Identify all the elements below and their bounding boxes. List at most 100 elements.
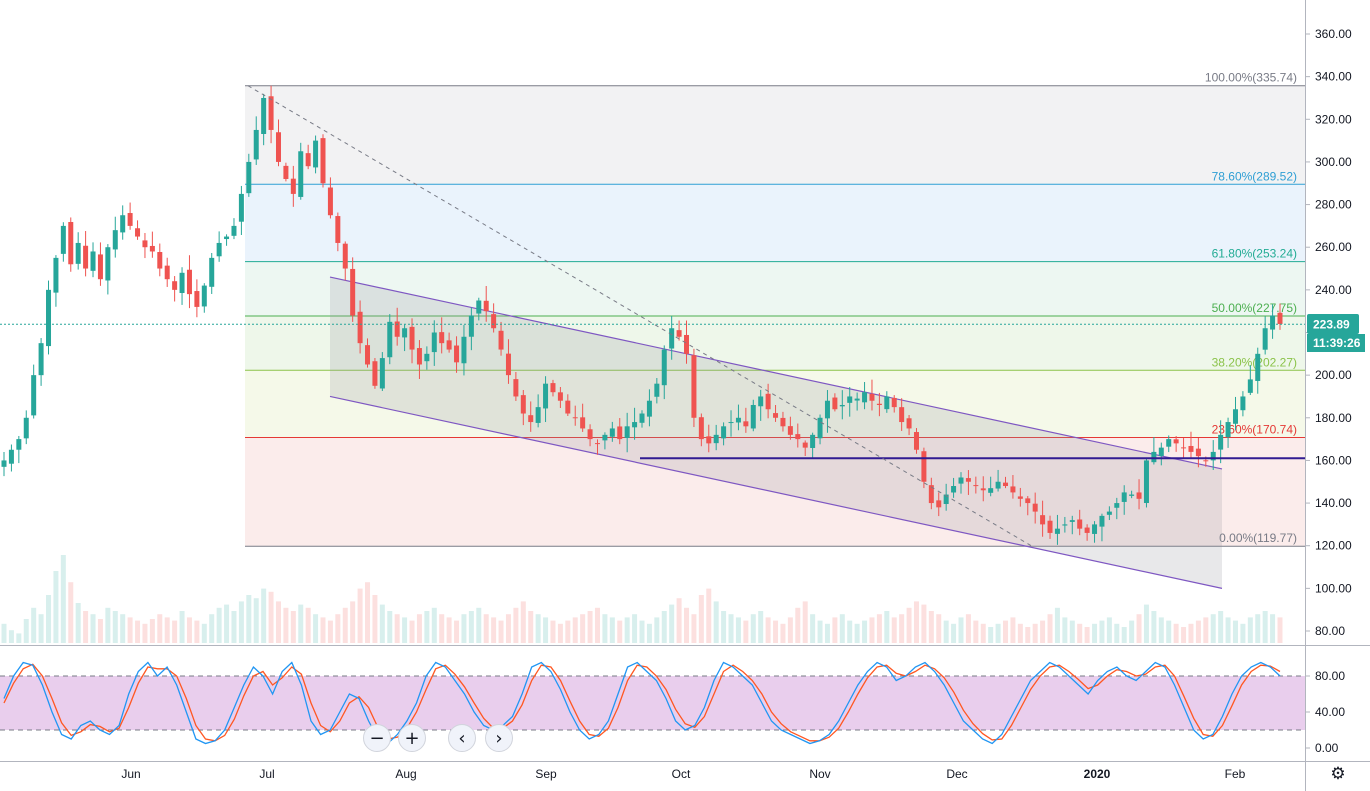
candle-body: [157, 252, 163, 269]
volume-bar: [149, 619, 155, 643]
candle-body: [676, 330, 682, 337]
fib-level-label: 38.20%(202.27): [1212, 355, 1297, 369]
candle-body: [1092, 524, 1098, 534]
candle-body: [394, 321, 400, 337]
price-tick-label: 240.00: [1315, 283, 1352, 297]
candle-body: [1106, 511, 1112, 515]
zoom-out-button[interactable]: −: [363, 724, 391, 752]
price-tick-label: 340.00: [1315, 70, 1352, 84]
candle-body: [847, 396, 853, 403]
volume-bar: [179, 611, 185, 643]
stoch-k-line: [3, 661, 1281, 745]
candle-body: [609, 428, 615, 437]
volume-bar: [1003, 620, 1009, 643]
volume-bar: [468, 611, 474, 643]
fib-zone: [245, 370, 1305, 438]
volume-bar: [543, 617, 549, 643]
candle-body: [127, 213, 133, 226]
scroll-left-button[interactable]: ‹: [448, 724, 476, 752]
volume-bar: [906, 607, 912, 643]
volume-bars: [1, 555, 1283, 643]
candle-body: [231, 225, 237, 236]
volume-bar: [1077, 623, 1083, 643]
stoch-tick-label: 40.00: [1315, 705, 1345, 719]
zoom-in-button[interactable]: +: [398, 724, 426, 752]
volume-bar: [520, 601, 526, 643]
scroll-right-button[interactable]: ›: [485, 724, 513, 752]
countdown-box: [1307, 334, 1365, 352]
volume-bar: [735, 617, 741, 643]
volume-bar: [216, 607, 222, 643]
volume-bar: [1203, 617, 1209, 643]
candle-body: [320, 138, 326, 184]
volume-bar: [602, 614, 608, 643]
volume-bar: [60, 555, 66, 643]
candle-body: [921, 451, 927, 482]
candle-body: [832, 397, 838, 410]
volume-bar: [372, 595, 378, 643]
candle-body: [669, 328, 675, 349]
drawing-overlays: [0, 85, 1305, 547]
volume-bar: [980, 623, 986, 643]
candle-body: [988, 488, 994, 493]
candle-body: [491, 314, 497, 329]
candle-body: [1262, 328, 1268, 350]
price-tick-label: 320.00: [1315, 112, 1352, 126]
candle-body: [342, 243, 348, 269]
candle-body: [787, 426, 793, 435]
settings-gear-icon[interactable]: ⚙: [1330, 764, 1346, 784]
volume-bar: [1143, 604, 1149, 643]
candle-body: [468, 315, 474, 337]
candle-body: [1129, 494, 1135, 496]
time-tick-label: Oct: [672, 767, 691, 781]
candle-body: [424, 353, 430, 362]
candle-body: [951, 486, 957, 493]
candle-body: [253, 129, 259, 160]
price-tick-label: 360.00: [1315, 27, 1352, 41]
candle-body: [758, 396, 764, 407]
volume-bar: [995, 623, 1001, 643]
candle-body: [928, 485, 934, 504]
candle-body: [943, 494, 949, 505]
candle-body: [958, 477, 964, 484]
volume-bar: [305, 607, 311, 643]
countdown-label: 11:39:26: [1313, 336, 1361, 350]
volume-bar: [1069, 620, 1075, 643]
candle-body: [142, 240, 148, 248]
candle-body: [105, 247, 111, 281]
volume-bar: [1225, 617, 1231, 643]
candle-body: [520, 395, 526, 414]
candle-body: [824, 400, 830, 419]
volume-bar: [787, 617, 793, 643]
volume-bar: [238, 601, 244, 643]
volume-bar: [780, 623, 786, 643]
candle-body: [854, 398, 860, 401]
volume-bar: [632, 614, 638, 643]
price-tick-label: 200.00: [1315, 368, 1352, 382]
candle-body: [112, 230, 118, 250]
candle-body: [372, 361, 378, 386]
price-tick-label: 120.00: [1315, 539, 1352, 553]
volume-bar: [231, 611, 237, 643]
volume-bar: [1, 623, 7, 643]
candle-body: [461, 336, 467, 364]
volume-bar: [483, 614, 489, 643]
price-tick-label: 140.00: [1315, 496, 1352, 510]
volume-bar: [1062, 617, 1068, 643]
candle-body: [305, 153, 311, 167]
candle-body: [268, 96, 274, 130]
volume-bar: [802, 601, 808, 643]
volume-bar: [765, 617, 771, 643]
candle-body: [810, 434, 816, 448]
candle-body: [387, 321, 393, 358]
candle-body: [1277, 312, 1283, 324]
candle-body: [483, 300, 489, 312]
candle-body: [594, 443, 600, 445]
price-tick-label: 80.00: [1315, 624, 1345, 638]
volume-bar: [943, 620, 949, 643]
volume-bar: [743, 620, 749, 643]
candle-body: [1032, 503, 1038, 512]
volume-bar: [951, 623, 957, 643]
volume-bar: [817, 620, 823, 643]
